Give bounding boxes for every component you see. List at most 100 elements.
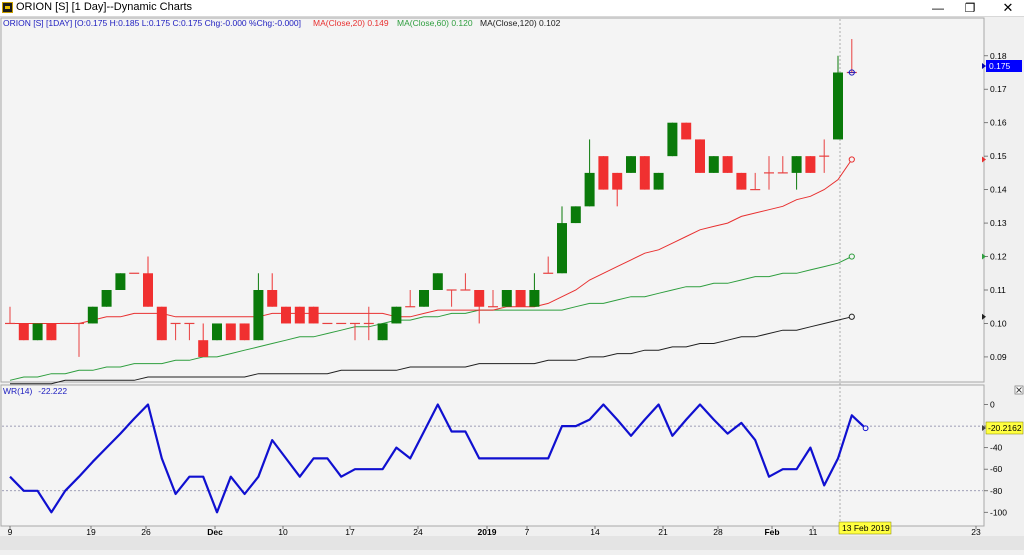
candle <box>488 290 498 308</box>
ma20-line-endpoint <box>848 156 855 163</box>
candle-body <box>681 122 692 140</box>
candle-body <box>391 306 402 324</box>
candle <box>308 306 319 324</box>
candle <box>198 323 209 357</box>
candle <box>515 290 526 307</box>
candle <box>777 156 788 174</box>
candle-body <box>225 323 236 341</box>
candle <box>419 290 429 307</box>
candle-body <box>515 290 526 307</box>
x-axis-label: 17 <box>345 527 355 537</box>
wr-value-tag-text: -20.2162 <box>988 423 1022 433</box>
restore-button[interactable]: ❐ <box>964 1 976 15</box>
dynamic-chart-area[interactable]: ORION [S] [1DAY] [O:0.175 H:0.185 L:0.17… <box>0 17 1024 550</box>
x-axis-label: 26 <box>141 527 151 537</box>
price-axis-label: 0.14 <box>990 185 1007 195</box>
candle-body <box>253 290 264 341</box>
candle <box>225 323 236 341</box>
candle <box>543 256 554 274</box>
price-axis-label: 0.18 <box>990 51 1007 61</box>
ma20-legend: MA(Close,20) 0.149 <box>313 18 389 28</box>
crosshair-date-tag: 13 Feb 2019 <box>838 521 892 535</box>
candle-body <box>501 290 512 307</box>
candle-body <box>432 273 443 290</box>
candle-body <box>736 172 747 190</box>
candle <box>101 290 112 307</box>
candle-body <box>653 172 664 190</box>
candle <box>239 323 250 341</box>
candle <box>833 55 843 140</box>
candle <box>750 172 761 191</box>
window-title: ORION [S] [1 Day]--Dynamic Charts <box>16 1 193 13</box>
candle <box>805 156 816 173</box>
candle-body <box>18 323 29 341</box>
candle <box>695 139 705 173</box>
candle <box>722 156 733 173</box>
ma60-line-endpoint <box>848 253 855 260</box>
candle <box>819 139 830 173</box>
candle <box>612 172 623 207</box>
candle-body <box>267 290 278 307</box>
candle <box>791 156 802 190</box>
candle-body <box>143 273 153 307</box>
wr-panel[interactable] <box>0 384 985 527</box>
wr-endpoint <box>862 425 869 432</box>
minimize-button[interactable]: — <box>932 1 944 15</box>
price-axis-label: 0.13 <box>990 218 1007 228</box>
candle-body <box>833 72 843 140</box>
wr-panel-close-icon[interactable] <box>1014 385 1024 395</box>
candle-body <box>377 323 388 341</box>
candle <box>639 156 650 190</box>
candle-body <box>87 306 98 324</box>
candle-body <box>695 139 705 173</box>
price-axis-label: 0.11 <box>990 285 1006 295</box>
candle-body <box>598 156 609 190</box>
candle-body <box>281 306 291 324</box>
candle <box>281 306 291 324</box>
candle <box>5 306 15 325</box>
candle-body <box>626 156 636 173</box>
candle <box>708 156 719 173</box>
candle-body <box>639 156 650 190</box>
close-button[interactable]: ✕ <box>1002 0 1014 15</box>
candle <box>667 122 678 157</box>
candle <box>170 322 181 341</box>
candle <box>501 290 512 307</box>
candle <box>32 323 43 341</box>
candle <box>18 323 29 341</box>
candle <box>598 156 609 190</box>
crosshair-date-text: 13 Feb 2019 <box>842 523 890 533</box>
candle-body <box>115 273 126 290</box>
candle <box>405 290 416 308</box>
horizontal-scrollbar[interactable] <box>0 536 1024 550</box>
candle-body <box>101 290 112 307</box>
candle <box>391 306 402 324</box>
wr-value-tag: -20.2162 <box>982 421 1024 435</box>
x-axis-label: Feb <box>764 527 779 537</box>
candle <box>363 306 374 341</box>
candle <box>446 289 457 307</box>
x-axis-label: 19 <box>86 527 96 537</box>
candle-body <box>294 306 305 324</box>
wr-axis-label: -100 <box>990 507 1007 517</box>
wr-axis-label: -40 <box>990 443 1003 453</box>
candle-body <box>557 223 567 274</box>
x-axis-label: 10 <box>278 527 288 537</box>
candle <box>681 122 692 140</box>
candle-body <box>419 290 429 307</box>
wr-axis-label: 0 <box>990 400 995 410</box>
candle <box>294 306 305 324</box>
x-axis-label: 7 <box>525 527 530 537</box>
price-axis-label: 0.09 <box>990 352 1007 362</box>
candle <box>267 273 278 307</box>
candle <box>584 139 595 207</box>
ma60-line-axis-marker <box>982 253 986 260</box>
candle <box>87 306 98 324</box>
candle <box>253 273 264 341</box>
window-titlebar: ORION [S] [1 Day]--Dynamic Charts — ❐ ✕ <box>0 0 1024 17</box>
price-axis-label: 0.15 <box>990 151 1007 161</box>
candle <box>432 273 443 290</box>
x-axis-label: 14 <box>590 527 600 537</box>
candle-body <box>529 290 540 307</box>
app-logo-icon <box>2 2 13 13</box>
